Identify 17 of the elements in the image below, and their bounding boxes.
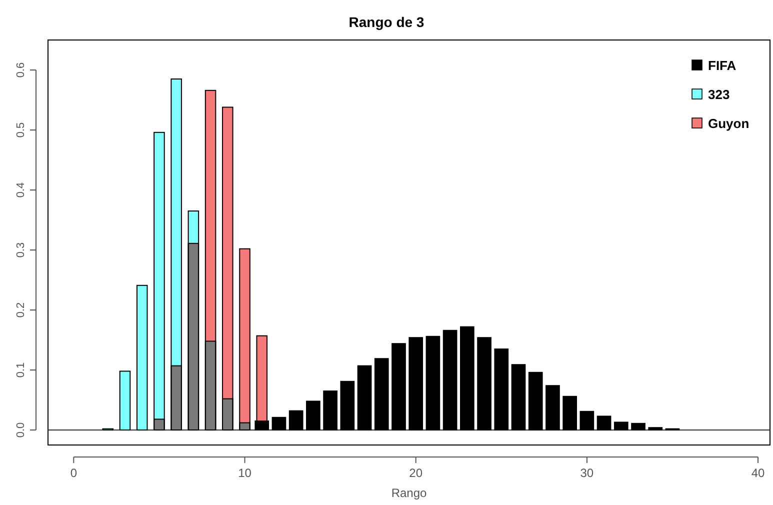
y-tick-label: 0.5: [15, 122, 27, 138]
x-tick-label: 0: [70, 466, 78, 480]
x-tick-label: 40: [751, 466, 766, 480]
legend-label: Guyon: [708, 116, 750, 131]
y-tick-label: 0.0: [15, 422, 27, 438]
y-tick-label: 0.3: [15, 242, 27, 258]
legend-label: FIFA: [708, 58, 737, 73]
x-axis-title: Rango: [391, 486, 427, 500]
y-tick-label: 0.1: [15, 362, 27, 378]
x-tick-label: 30: [580, 466, 594, 480]
y-tick-label: 0.4: [15, 182, 27, 198]
y-tick-label: 0.6: [15, 62, 27, 78]
legend-label: 323: [708, 87, 730, 102]
y-tick-label: 0.2: [15, 302, 27, 318]
x-tick-label: 10: [238, 466, 252, 480]
chart-title: Rango de 3: [348, 14, 424, 30]
x-tick-label: 20: [409, 466, 423, 480]
